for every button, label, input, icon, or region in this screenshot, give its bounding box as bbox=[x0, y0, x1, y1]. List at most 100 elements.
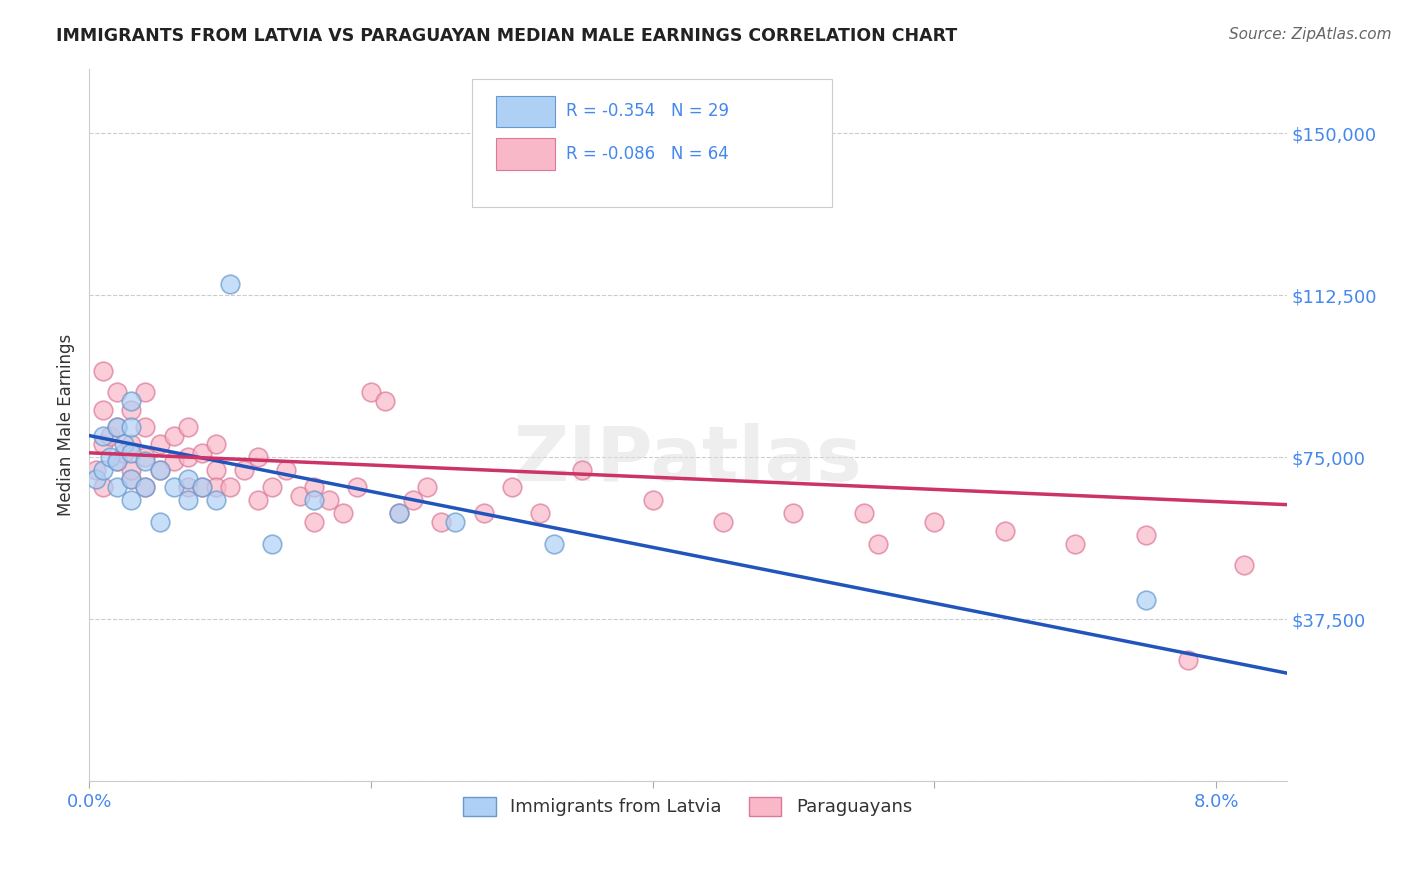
Point bbox=[1177, 653, 1199, 667]
Point bbox=[91, 480, 114, 494]
Point bbox=[262, 536, 284, 550]
FancyBboxPatch shape bbox=[496, 138, 555, 169]
Point bbox=[191, 480, 214, 494]
Point bbox=[120, 463, 142, 477]
Point bbox=[219, 277, 242, 292]
Point bbox=[205, 437, 228, 451]
Point bbox=[176, 493, 198, 508]
Point bbox=[176, 480, 198, 494]
Point bbox=[402, 493, 425, 508]
Point bbox=[472, 506, 495, 520]
Point bbox=[91, 428, 114, 442]
Point bbox=[641, 493, 664, 508]
Text: ZIPatlas: ZIPatlas bbox=[513, 424, 862, 498]
Point bbox=[782, 506, 804, 520]
Point bbox=[304, 515, 326, 529]
Point bbox=[388, 506, 411, 520]
Point bbox=[191, 446, 214, 460]
Point bbox=[105, 480, 128, 494]
Point bbox=[120, 472, 142, 486]
Point bbox=[852, 506, 875, 520]
Point bbox=[120, 472, 142, 486]
Point bbox=[105, 420, 128, 434]
Point bbox=[148, 463, 170, 477]
Legend: Immigrants from Latvia, Paraguayans: Immigrants from Latvia, Paraguayans bbox=[454, 788, 921, 825]
Point bbox=[134, 480, 156, 494]
Point bbox=[176, 450, 198, 464]
Text: R = -0.354   N = 29: R = -0.354 N = 29 bbox=[565, 103, 728, 120]
Point bbox=[120, 437, 142, 451]
Point bbox=[501, 480, 523, 494]
Text: Source: ZipAtlas.com: Source: ZipAtlas.com bbox=[1229, 27, 1392, 42]
Point bbox=[754, 92, 776, 106]
Text: IMMIGRANTS FROM LATVIA VS PARAGUAYAN MEDIAN MALE EARNINGS CORRELATION CHART: IMMIGRANTS FROM LATVIA VS PARAGUAYAN MED… bbox=[56, 27, 957, 45]
Point bbox=[120, 394, 142, 409]
Point bbox=[134, 454, 156, 468]
Point bbox=[162, 480, 184, 494]
Point bbox=[162, 428, 184, 442]
Point bbox=[205, 480, 228, 494]
Point bbox=[304, 480, 326, 494]
Point bbox=[105, 454, 128, 468]
Point bbox=[571, 463, 593, 477]
Point bbox=[247, 450, 270, 464]
FancyBboxPatch shape bbox=[472, 79, 831, 208]
Point bbox=[711, 515, 734, 529]
Y-axis label: Median Male Earnings: Median Male Earnings bbox=[58, 334, 75, 516]
Point bbox=[98, 450, 121, 464]
Point bbox=[120, 420, 142, 434]
Point bbox=[134, 480, 156, 494]
Point bbox=[1135, 528, 1157, 542]
Point bbox=[84, 472, 107, 486]
Point bbox=[134, 450, 156, 464]
Point bbox=[105, 385, 128, 400]
Point bbox=[219, 480, 242, 494]
Point bbox=[332, 506, 354, 520]
Point bbox=[866, 536, 889, 550]
Point bbox=[120, 493, 142, 508]
Point bbox=[205, 463, 228, 477]
Point bbox=[360, 385, 382, 400]
Point bbox=[112, 437, 135, 451]
Point bbox=[543, 536, 565, 550]
Point bbox=[162, 454, 184, 468]
Point bbox=[98, 428, 121, 442]
FancyBboxPatch shape bbox=[496, 95, 555, 127]
Point bbox=[191, 480, 214, 494]
Text: R = -0.086   N = 64: R = -0.086 N = 64 bbox=[565, 145, 728, 163]
Point bbox=[205, 493, 228, 508]
Point bbox=[91, 364, 114, 378]
Point bbox=[1233, 558, 1256, 573]
Point bbox=[148, 463, 170, 477]
Point bbox=[105, 420, 128, 434]
Point bbox=[346, 480, 368, 494]
Point bbox=[91, 463, 114, 477]
Point bbox=[148, 515, 170, 529]
Point bbox=[318, 493, 340, 508]
Point bbox=[105, 454, 128, 468]
Point bbox=[1064, 536, 1087, 550]
Point bbox=[84, 463, 107, 477]
Point bbox=[1135, 592, 1157, 607]
Point bbox=[430, 515, 453, 529]
Point bbox=[112, 446, 135, 460]
Point bbox=[120, 402, 142, 417]
Point bbox=[148, 437, 170, 451]
Point bbox=[276, 463, 298, 477]
Point bbox=[416, 480, 439, 494]
Point bbox=[262, 480, 284, 494]
Point bbox=[91, 402, 114, 417]
Point bbox=[388, 506, 411, 520]
Point bbox=[529, 506, 551, 520]
Point bbox=[374, 394, 396, 409]
Point bbox=[247, 493, 270, 508]
Point bbox=[304, 493, 326, 508]
Point bbox=[176, 472, 198, 486]
Point bbox=[994, 524, 1017, 538]
Point bbox=[134, 385, 156, 400]
Point bbox=[233, 463, 256, 477]
Point bbox=[91, 437, 114, 451]
Point bbox=[444, 515, 467, 529]
Point bbox=[924, 515, 946, 529]
Point bbox=[290, 489, 312, 503]
